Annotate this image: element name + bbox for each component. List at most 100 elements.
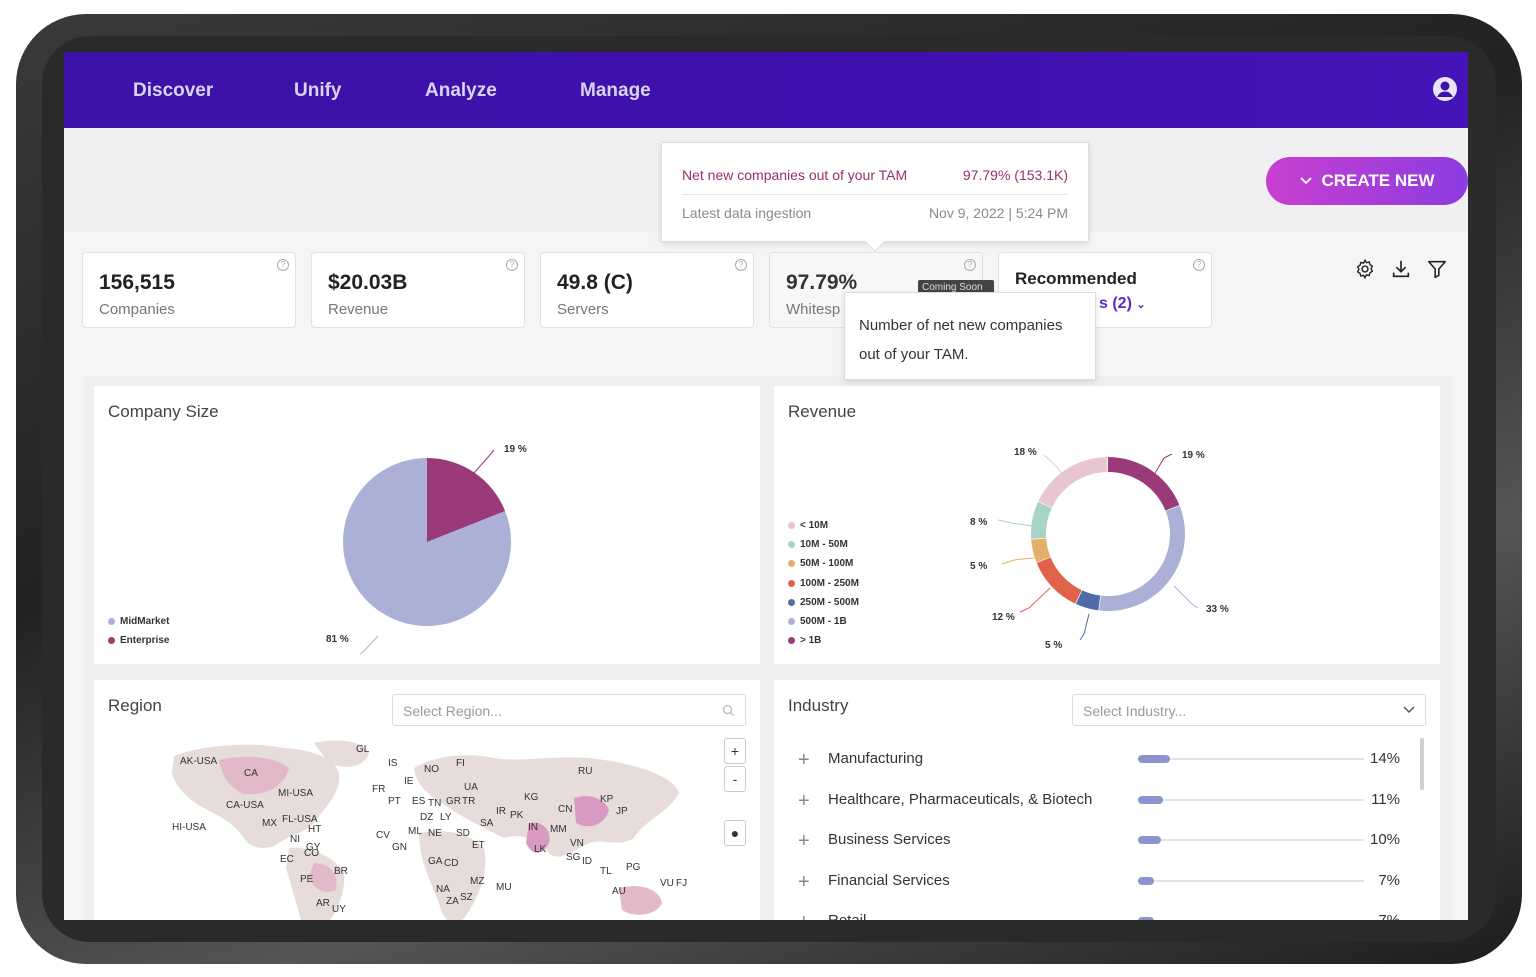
expand-plus-icon[interactable]: + — [798, 749, 810, 771]
legend-item[interactable]: Enterprise — [108, 631, 169, 650]
nav-analyze[interactable]: Analyze — [425, 80, 497, 101]
zoom-in-button[interactable]: + — [724, 738, 746, 764]
map-region-label[interactable]: TL — [600, 866, 612, 877]
expand-plus-icon[interactable]: + — [798, 789, 810, 812]
legend-item[interactable]: 10M - 50M — [788, 535, 859, 554]
industry-row[interactable]: + Business Services 10% — [798, 827, 1400, 857]
map-region-label[interactable]: CA-USA — [226, 800, 264, 811]
donut-slice[interactable] — [1075, 590, 1101, 611]
map-region-label[interactable]: MI-USA — [278, 788, 313, 799]
zoom-out-button[interactable]: - — [724, 766, 746, 792]
donut-slice[interactable] — [1036, 557, 1082, 604]
help-icon[interactable]: ? — [964, 259, 976, 271]
map-region-label[interactable]: ET — [472, 840, 485, 851]
map-region-label[interactable]: SA — [480, 818, 494, 829]
pie-slice[interactable] — [343, 458, 511, 626]
kpi-card-servers[interactable]: 49.8 (C) Servers ? — [540, 252, 754, 328]
map-region-label[interactable]: NA — [436, 884, 450, 895]
donut-slice[interactable] — [1099, 505, 1185, 611]
map-region-label[interactable]: UY — [332, 904, 346, 915]
map-region-label[interactable]: PG — [626, 862, 641, 873]
industry-select[interactable]: Select Industry... — [1072, 694, 1426, 726]
map-region-label[interactable]: IS — [388, 758, 398, 769]
map-region-label[interactable]: HI-USA — [172, 822, 206, 833]
map-region-label[interactable]: IE — [404, 776, 414, 787]
kpi-card-recommended[interactable]: Recommended s (2) ⌄ ? — [998, 252, 1212, 328]
map-region-label[interactable]: IR — [496, 806, 506, 817]
map-region-label[interactable]: SZ — [460, 892, 473, 903]
map-region-label[interactable]: CA — [244, 768, 258, 779]
map-region-label[interactable]: FJ — [676, 878, 688, 889]
pie-slice[interactable] — [427, 458, 506, 542]
donut-slice[interactable] — [1031, 538, 1051, 563]
map-region-label[interactable]: MU — [496, 882, 512, 893]
map-region-label[interactable]: ID — [582, 856, 592, 867]
donut-slice[interactable] — [1108, 457, 1180, 511]
download-icon[interactable] — [1390, 258, 1412, 280]
donut-slice[interactable] — [1038, 457, 1108, 508]
region-search-input[interactable]: Select Region... — [392, 694, 746, 726]
map-region-label[interactable]: EC — [280, 854, 294, 865]
expand-plus-icon[interactable]: + — [798, 912, 810, 920]
kpi-card-revenue[interactable]: $20.03B Revenue ? — [311, 252, 525, 328]
map-region-label[interactable]: SD — [456, 828, 470, 839]
map-region-label[interactable]: MZ — [470, 876, 485, 887]
map-region-label[interactable]: MX — [262, 818, 277, 829]
map-region-label[interactable]: BR — [334, 866, 348, 877]
recommended-dropdown[interactable]: s (2) ⌄ — [1099, 295, 1146, 313]
map-region-label[interactable]: GL — [356, 744, 370, 755]
gear-icon[interactable] — [1354, 258, 1376, 280]
legend-item[interactable]: 500M - 1B — [788, 612, 859, 631]
map-region-label[interactable]: NO — [424, 764, 439, 775]
help-icon[interactable]: ? — [1193, 259, 1205, 271]
industry-row[interactable]: + Healthcare, Pharmaceuticals, & Biotech 1… — [798, 787, 1400, 817]
legend-item[interactable]: 250M - 500M — [788, 593, 859, 612]
expand-plus-icon[interactable]: + — [798, 830, 810, 852]
expand-plus-icon[interactable]: + — [798, 870, 810, 893]
create-new-button[interactable]: CREATE NEW — [1266, 157, 1468, 205]
map-region-label[interactable]: RU — [578, 766, 593, 777]
industry-row[interactable]: + Financial Services 7% — [798, 868, 1400, 898]
nav-discover[interactable]: Discover — [133, 80, 214, 101]
globe-icon[interactable]: ● — [724, 820, 746, 846]
map-region-label[interactable]: VN — [570, 838, 584, 849]
map-region-label[interactable]: FR — [372, 784, 386, 795]
filter-icon[interactable] — [1426, 258, 1448, 280]
map-region-label[interactable]: CV — [376, 830, 390, 841]
map-region-label[interactable]: PE — [300, 874, 314, 885]
map-region-label[interactable]: NE — [428, 828, 442, 839]
nav-manage[interactable]: Manage — [580, 80, 651, 101]
legend-item[interactable]: > 1B — [788, 631, 859, 650]
donut-slice[interactable] — [1031, 501, 1052, 539]
map-region-label[interactable]: HT — [308, 824, 322, 835]
map-region-label[interactable]: AK-USA — [180, 756, 218, 767]
map-region-label[interactable]: JP — [616, 806, 628, 817]
help-icon[interactable]: ? — [277, 259, 289, 271]
industry-row[interactable]: + Retail 7% — [798, 908, 1400, 920]
map-region-label[interactable]: GY — [306, 842, 321, 853]
legend-item[interactable]: MidMarket — [108, 612, 169, 631]
map-region-label[interactable]: KG — [524, 792, 539, 803]
legend-item[interactable]: < 10M — [788, 516, 859, 535]
help-icon[interactable]: ? — [506, 259, 518, 271]
map-region-label[interactable]: GR — [446, 796, 461, 807]
legend-item[interactable]: 100M - 250M — [788, 574, 859, 593]
map-region-label[interactable]: CD — [444, 858, 459, 869]
map-region-label[interactable]: ML — [408, 826, 422, 837]
nav-unify[interactable]: Unify — [294, 80, 342, 101]
map-region-label[interactable]: IN — [528, 822, 538, 833]
map-region-label[interactable]: TN — [428, 798, 442, 809]
world-map[interactable] — [164, 738, 694, 920]
user-account-icon[interactable] — [1432, 76, 1458, 102]
map-region-label[interactable]: ZA — [446, 896, 459, 907]
map-region-label[interactable]: GA — [428, 856, 443, 867]
map-region-label[interactable]: NI — [290, 834, 300, 845]
help-icon[interactable]: ? — [735, 259, 747, 271]
industry-row[interactable]: + Manufacturing 14% — [798, 746, 1400, 776]
map-region-label[interactable]: DZ — [420, 812, 434, 823]
map-region-label[interactable]: CO — [304, 848, 319, 859]
map-region-label[interactable]: PK — [510, 810, 524, 821]
map-region-label[interactable]: VU — [660, 878, 674, 889]
map-region-label[interactable]: CN — [558, 804, 573, 815]
map-region-label[interactable]: FL-USA — [282, 814, 318, 825]
